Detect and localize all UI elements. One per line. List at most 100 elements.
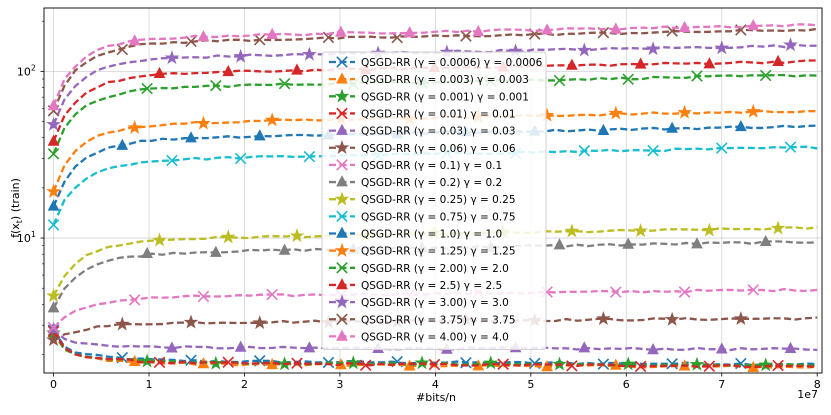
series-marker	[234, 340, 247, 352]
y-axis-label-subscript: t	[15, 220, 24, 223]
series-line	[52, 328, 818, 352]
x-scale-note: 1e7	[797, 388, 818, 401]
legend-label: QSGD-RR (γ = 0.25) γ = 0.25	[361, 194, 516, 206]
series-marker	[233, 48, 248, 63]
series-marker	[291, 63, 303, 75]
series-marker	[622, 73, 634, 86]
series-marker	[609, 22, 622, 34]
legend: QSGD-RR (γ = 0.0006) γ = 0.0006 QSGD-RR (…	[321, 51, 547, 350]
series-marker	[703, 57, 716, 69]
series-marker	[47, 219, 60, 231]
series-marker	[541, 23, 553, 35]
series-marker	[403, 26, 416, 38]
series-marker	[566, 58, 578, 70]
legend-marker	[336, 72, 348, 84]
series-marker	[278, 243, 291, 255]
legend-item: QSGD-RR (γ = 0.003) γ = 0.003	[329, 72, 529, 86]
legend-label: QSGD-RR (γ = 3.75) γ = 3.75	[361, 314, 516, 326]
series-marker	[46, 116, 61, 131]
series-marker	[691, 237, 703, 249]
series-marker	[139, 353, 155, 368]
series-marker	[772, 359, 784, 372]
legend-label: QSGD-RR (γ = 4.00) γ = 4.0	[361, 331, 509, 343]
legend-label: QSGD-RR (γ = 0.03) γ = 0.03	[361, 126, 516, 138]
legend-label: QSGD-RR (γ = 1.0) γ = 1.0	[361, 229, 502, 241]
series-marker	[578, 144, 591, 157]
series-marker	[166, 154, 178, 167]
series-marker	[576, 42, 592, 57]
series-marker	[597, 123, 610, 136]
legend-label: QSGD-RR (γ = 0.75) γ = 0.75	[361, 211, 516, 223]
legend-marker	[334, 294, 350, 309]
legend-item: QSGD-RR (γ = 0.1) γ = 0.1	[329, 159, 502, 172]
series-marker	[647, 144, 659, 157]
series-marker	[209, 245, 222, 257]
series-marker	[153, 356, 166, 369]
legend-item: QSGD-RR (γ = 1.25) γ = 1.25	[329, 242, 516, 258]
legend-item: QSGD-RR (γ = 0.06) γ = 0.06	[329, 140, 516, 155]
series-marker	[185, 131, 197, 143]
series-marker	[770, 220, 786, 235]
series-marker	[303, 150, 316, 163]
series-marker	[716, 142, 728, 154]
series-line	[52, 23, 818, 107]
legend-marker	[336, 175, 348, 187]
series-marker	[220, 229, 236, 244]
series-marker	[291, 357, 303, 369]
series-marker	[566, 360, 578, 372]
series-marker	[472, 25, 485, 37]
legend-label: QSGD-RR (γ = 2.5) γ = 2.5	[361, 280, 502, 292]
series-marker	[747, 19, 760, 31]
series-marker	[634, 57, 647, 69]
series-marker	[497, 358, 509, 370]
series-marker	[152, 232, 167, 247]
series-marker	[610, 286, 622, 298]
legend-marker	[336, 56, 348, 68]
series-marker	[210, 79, 222, 92]
series-marker	[759, 234, 772, 247]
series-marker	[634, 360, 647, 373]
plot-frame	[43, 7, 823, 374]
series-marker	[197, 290, 210, 303]
legend-item: QSGD-RR (γ = 3.00) γ = 3.0	[329, 294, 509, 309]
series-marker	[166, 341, 178, 353]
series-marker	[578, 341, 591, 353]
legend-marker	[336, 123, 348, 135]
y-axis-label: f(xt) (train)	[9, 178, 24, 238]
y-tick-exponent: 2	[31, 63, 36, 72]
legend-item: QSGD-RR (γ = 3.75) γ = 3.75	[329, 313, 516, 326]
series-marker	[553, 74, 566, 87]
legend-label: QSGD-RR (γ = 0.06) γ = 0.06	[361, 143, 516, 155]
legend-item: QSGD-RR (γ = 0.2) γ = 0.2	[329, 175, 502, 189]
series-marker	[608, 105, 624, 120]
series-marker	[645, 41, 661, 56]
series-marker	[266, 27, 279, 39]
series-marker	[783, 37, 798, 52]
series-marker	[197, 30, 210, 42]
series-marker	[47, 148, 60, 160]
series-marker	[541, 360, 553, 372]
series-marker	[47, 134, 60, 146]
series-marker	[745, 103, 761, 118]
series-marker	[678, 286, 691, 298]
series-marker	[483, 355, 499, 370]
series-marker	[302, 46, 317, 61]
legend-marker	[336, 107, 348, 120]
series-marker	[596, 311, 611, 326]
legend-label: QSGD-RR (γ = 1.25) γ = 1.25	[361, 246, 516, 258]
series-16	[47, 19, 818, 111]
series-marker	[252, 315, 268, 330]
series-marker	[164, 50, 180, 65]
series-marker	[620, 356, 636, 371]
series-marker	[345, 355, 361, 370]
legend-marker	[336, 262, 348, 274]
x-tick-label: 7	[718, 378, 725, 391]
series-marker	[47, 199, 60, 211]
legend-label: QSGD-RR (γ = 0.2) γ = 0.2	[361, 177, 502, 189]
series-marker	[222, 356, 235, 369]
series-marker	[564, 223, 580, 238]
series-marker	[116, 43, 129, 56]
series-marker	[234, 152, 247, 165]
series-marker	[253, 33, 266, 46]
